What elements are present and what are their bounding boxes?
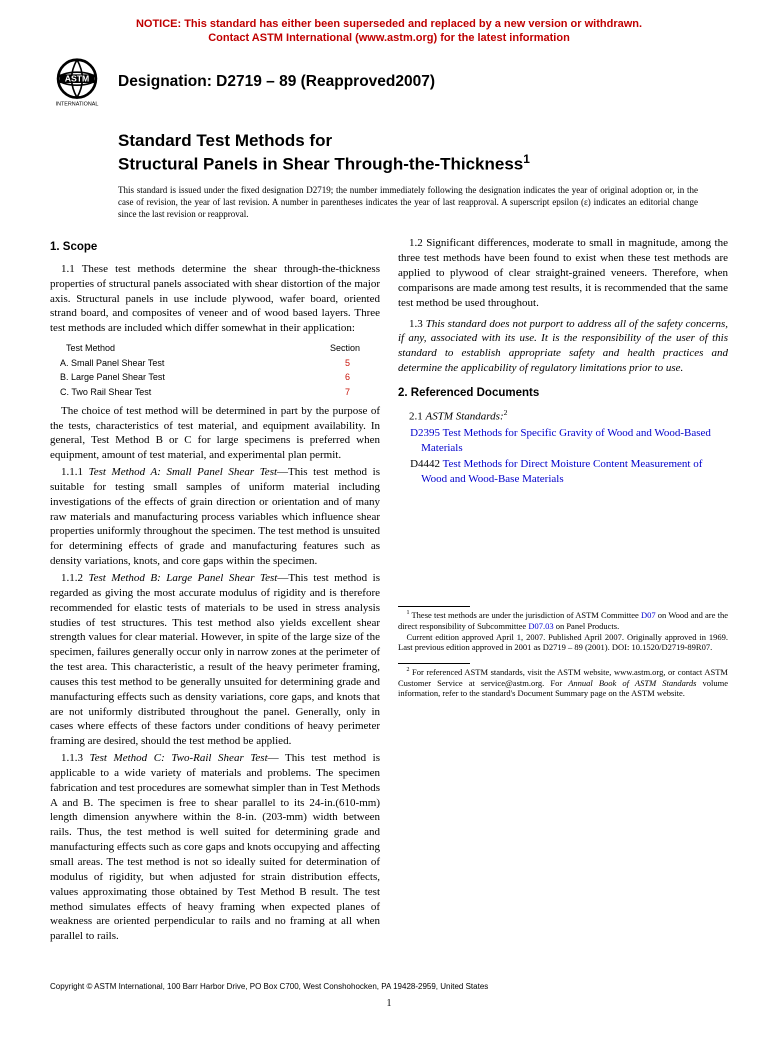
para-1-1-3: 1.1.3 Test Method C: Two-Rail Shear Test… — [50, 751, 380, 944]
para-1-1-1: 1.1.1 Test Method A: Small Panel Shear T… — [50, 465, 380, 569]
astm-logo: ASTM INTERNATIONAL — [50, 56, 104, 110]
svg-text:INTERNATIONAL: INTERNATIONAL — [56, 101, 99, 107]
footnote-block-2: 2 For referenced ASTM standards, visit t… — [398, 663, 728, 699]
p13-body: This standard does not purport to addres… — [398, 318, 728, 375]
copyright: Copyright © ASTM International, 100 Barr… — [50, 982, 728, 993]
title-pre: Standard Test Methods for — [118, 130, 728, 152]
p21-ital: ASTM Standards: — [426, 410, 504, 422]
method-c-num: 7 — [263, 386, 378, 398]
fn1c: on Panel Products. — [554, 621, 620, 631]
p113-ital: Test Method C: Two-Rail Shear Test — [90, 752, 268, 764]
ref1-text[interactable]: Test Methods for Specific Gravity of Woo… — [421, 427, 711, 454]
section-1-head: 1. Scope — [50, 240, 380, 256]
p113-lead: 1.1.3 — [61, 752, 90, 764]
p111-lead: 1.1.1 — [61, 466, 89, 478]
fn1a: These test methods are under the jurisdi… — [409, 610, 641, 620]
issuance-note: This standard is issued under the fixed … — [118, 185, 698, 220]
p112-body: —This test method is regarded as giving … — [50, 572, 380, 747]
title-main-text: Structural Panels in Shear Through-the-T… — [118, 154, 523, 173]
designation: Designation: D2719 – 89 (Reapproved2007) — [118, 72, 435, 93]
ref2-text[interactable]: Test Methods for Direct Moisture Content… — [421, 458, 702, 485]
fn1-link1[interactable]: D07 — [641, 610, 656, 620]
footnote-block-1: 1 These test methods are under the juris… — [398, 606, 728, 653]
p21-sup: 2 — [504, 408, 508, 417]
page: NOTICE: This standard has either been su… — [0, 0, 778, 1041]
para-2-1: 2.1 ASTM Standards:2 — [398, 408, 728, 425]
p111-ital: Test Method A: Small Panel Shear Test — [89, 466, 277, 478]
title-main: Structural Panels in Shear Through-the-T… — [118, 152, 728, 176]
method-header-1: Test Method — [52, 342, 261, 355]
footnote-separator-1 — [398, 606, 470, 607]
method-b: B. Large Panel Shear Test — [52, 371, 261, 383]
footnote-2: 2 For referenced ASTM standards, visit t… — [398, 667, 728, 699]
method-c: C. Two Rail Shear Test — [52, 386, 261, 398]
para-choice: The choice of test method will be determ… — [50, 404, 380, 463]
method-a-num: 5 — [263, 357, 378, 369]
ref2-code: D4442 — [410, 458, 443, 470]
p112-ital: Test Method B: Large Panel Shear Test — [89, 572, 278, 584]
section-2-head: 2. Referenced Documents — [398, 386, 728, 402]
p113-body: — This test method is applicable to a wi… — [50, 752, 380, 942]
method-table: Test MethodSection A. Small Panel Shear … — [50, 340, 380, 400]
p21-lead: 2.1 — [409, 410, 426, 422]
body-columns: 1. Scope 1.1 These test methods determin… — [50, 236, 728, 966]
title-sup: 1 — [523, 152, 530, 166]
method-header-2: Section — [263, 342, 378, 355]
notice-line1: NOTICE: This standard has either been su… — [136, 18, 642, 30]
title-block: Standard Test Methods for Structural Pan… — [118, 130, 728, 176]
ref-d4442: D4442 Test Methods for Direct Moisture C… — [398, 457, 728, 487]
para-1-1-2: 1.1.2 Test Method B: Large Panel Shear T… — [50, 571, 380, 749]
page-number: 1 — [50, 997, 728, 1011]
method-a: A. Small Panel Shear Test — [52, 357, 261, 369]
fn1-link2[interactable]: D07.03 — [528, 621, 553, 631]
footnote-1: 1 These test methods are under the juris… — [398, 610, 728, 631]
method-b-num: 6 — [263, 371, 378, 383]
footnote-separator-2 — [398, 663, 470, 664]
header-row: ASTM INTERNATIONAL Designation: D2719 – … — [50, 56, 728, 110]
supersession-notice: NOTICE: This standard has either been su… — [50, 18, 728, 46]
para-1-2: 1.2 Significant differences, moderate to… — [398, 236, 728, 310]
p111-body: —This test method is suitable for testin… — [50, 466, 380, 567]
ref-d2395: D2395 Test Methods for Specific Gravity … — [398, 426, 728, 456]
footnote-1b: Current edition approved April 1, 2007. … — [398, 632, 728, 653]
notice-line2: Contact ASTM International (www.astm.org… — [208, 32, 570, 44]
p112-lead: 1.1.2 — [61, 572, 89, 584]
fn2-ital: Annual Book of ASTM Standards — [568, 678, 696, 688]
svg-text:ASTM: ASTM — [65, 73, 89, 83]
p13-lead: 1.3 — [409, 318, 426, 330]
ref1-code[interactable]: D2395 — [410, 427, 440, 439]
para-1-3: 1.3 This standard does not purport to ad… — [398, 317, 728, 376]
para-1-1: 1.1 These test methods determine the she… — [50, 262, 380, 336]
